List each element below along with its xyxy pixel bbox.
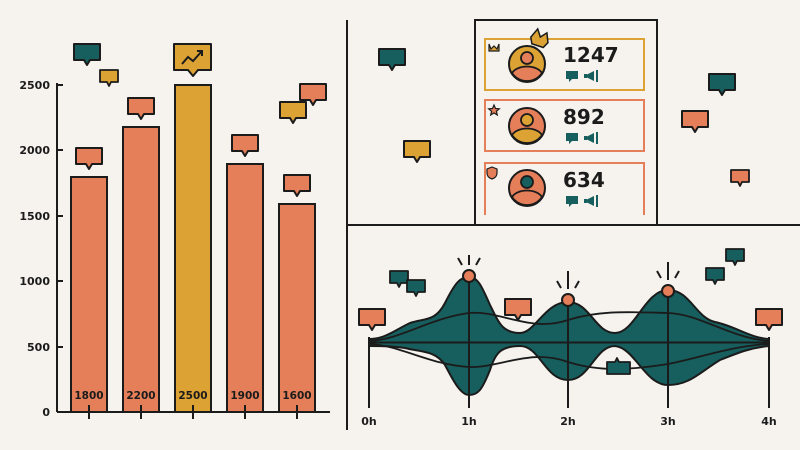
burst-icon	[556, 271, 580, 289]
comment-bubbles-stream	[358, 248, 783, 375]
comment-bubble-icon	[606, 357, 631, 375]
peak-marker-1h[interactable]	[462, 269, 476, 283]
bar-1900[interactable]	[226, 163, 264, 413]
comment-bubble-icon	[730, 169, 750, 187]
comment-icon[interactable]	[566, 71, 578, 82]
leaderboard-row-3[interactable]: 634	[484, 162, 645, 215]
x-label-1h: 1h	[461, 415, 477, 428]
comment-bubble-icon	[358, 308, 386, 331]
x-ticks	[88, 405, 298, 419]
stream-chart: 0h 1h 2h 3h 4h	[358, 248, 783, 428]
bar-label-1: 1800	[74, 390, 103, 402]
hour-gridlines	[368, 277, 770, 408]
bar-1600[interactable]	[278, 203, 316, 413]
avatar	[508, 107, 546, 145]
shield-badge-icon	[486, 166, 498, 180]
x-label-4h: 4h	[761, 415, 777, 428]
bar-1800[interactable]	[70, 176, 108, 413]
bar-value-labels: 1800 2200 2500 1900 1600	[74, 390, 311, 402]
trend-up-icon	[181, 50, 203, 65]
trend-up-bubble-icon	[173, 43, 212, 77]
y-label-500: 500	[27, 341, 50, 354]
comment-bubble-icon	[406, 279, 426, 297]
y-label-1000: 1000	[19, 275, 50, 288]
comment-bubble-icon	[708, 73, 736, 96]
peak-marker-3h[interactable]	[661, 284, 675, 298]
score-3: 634	[563, 168, 605, 192]
comment-bubble-icon	[283, 174, 311, 197]
comment-bubble-icon	[231, 134, 259, 157]
comment-bubble-icon	[127, 97, 155, 120]
x-label-0h: 0h	[361, 415, 377, 428]
peak-markers	[457, 255, 680, 307]
crown-badge-icon	[488, 43, 500, 52]
y-label-2500: 2500	[19, 79, 50, 92]
bar-label-3: 2500	[178, 390, 207, 402]
x-tick-labels: 0h 1h 2h 3h 4h	[361, 415, 777, 428]
y-tick-labels: 2500 2000 1500 1000 500 0	[19, 79, 50, 419]
y-label-2000: 2000	[19, 144, 50, 157]
bar-2200[interactable]	[122, 126, 160, 413]
score-1: 1247	[563, 43, 619, 67]
comment-bubble-icon	[725, 248, 745, 266]
avatar	[508, 45, 546, 83]
peak-marker-2h[interactable]	[561, 293, 575, 307]
bar-2500-highlight[interactable]	[174, 84, 212, 413]
megaphone-icon[interactable]	[584, 70, 598, 82]
comment-bubble-icon	[75, 147, 103, 170]
bar-chart: 2500 2000 1500 1000 500 0 1800 2200 2500	[19, 43, 330, 419]
leaderboard-row-2[interactable]: 892	[484, 99, 645, 152]
comment-bubbles-left	[73, 43, 327, 197]
y-ticks	[57, 84, 63, 348]
score-2: 892	[563, 105, 605, 129]
megaphone-icon[interactable]	[584, 195, 598, 207]
comment-bubble-icon	[378, 48, 406, 71]
comment-bubble-icon	[403, 140, 431, 163]
avatar	[508, 169, 546, 207]
burst-icon	[656, 262, 680, 280]
leaderboard-row-1[interactable]: 1247	[484, 27, 645, 91]
comment-bubble-icon	[504, 298, 532, 321]
megaphone-icon[interactable]	[584, 132, 598, 144]
y-label-1500: 1500	[19, 210, 50, 223]
bar-label-5: 1600	[282, 390, 311, 402]
burst-icon	[457, 255, 481, 266]
comment-bubble-icon	[389, 270, 409, 288]
comment-icon[interactable]	[566, 196, 578, 207]
comment-icon[interactable]	[566, 133, 578, 144]
comment-bubble-icon	[73, 43, 101, 66]
y-label-0: 0	[42, 406, 50, 419]
comment-bubble-icon	[99, 69, 119, 87]
comment-bubble-icon	[681, 110, 709, 133]
bar-label-2: 2200	[126, 390, 155, 402]
x-label-3h: 3h	[660, 415, 676, 428]
bar-label-4: 1900	[230, 390, 259, 402]
comment-bubble-icon	[705, 267, 725, 285]
x-label-2h: 2h	[560, 415, 576, 428]
leaderboard-panel: 1247 892	[474, 19, 658, 226]
crown-icon	[530, 27, 549, 49]
star-badge-icon	[487, 103, 501, 117]
comment-bubble-icon	[279, 101, 307, 124]
comment-bubble-icon	[755, 308, 783, 331]
